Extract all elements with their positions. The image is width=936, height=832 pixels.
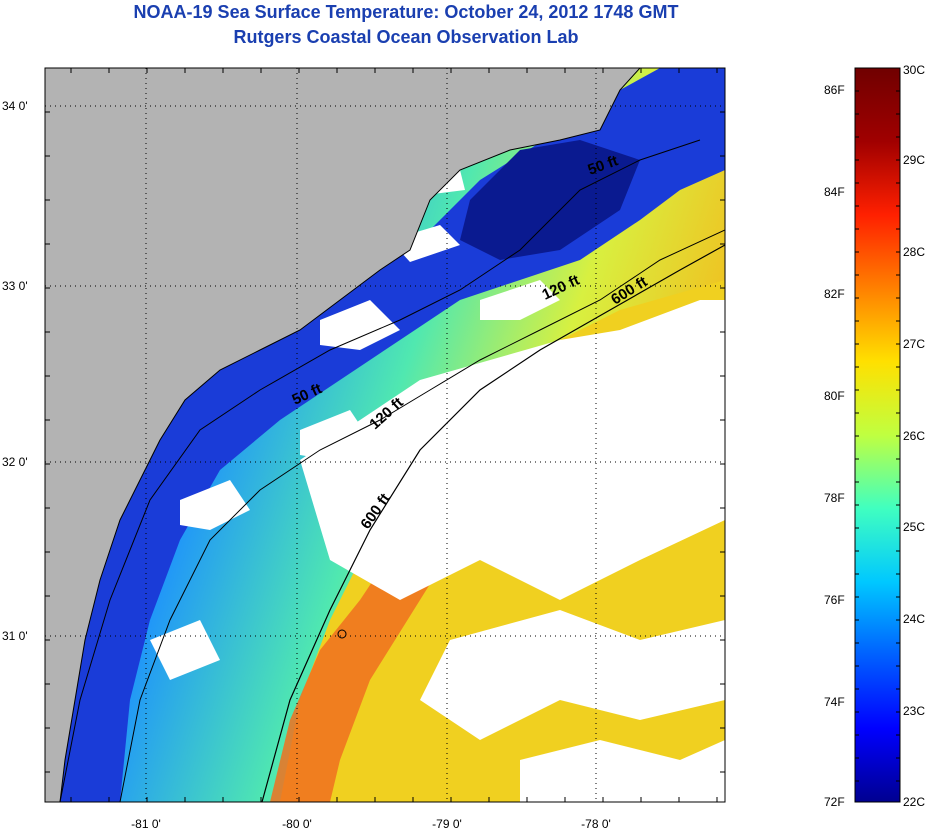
latitude-labels: 34 0' 33 0' 32 0' 31 0' xyxy=(2,99,28,643)
contour-600ft xyxy=(261,244,725,802)
colorbar-celsius-labels: 30C 29C 28C 27C 26C 25C 24C 23C 22C xyxy=(903,63,925,809)
map-frame xyxy=(44,67,726,803)
celsius-label: 26C xyxy=(903,429,925,443)
lat-label: 32 0' xyxy=(2,455,28,469)
longitude-labels: -81 0' -80 0' -79 0' -78 0' xyxy=(131,817,611,831)
celsius-label: 23C xyxy=(903,704,925,718)
lon-label: -79 0' xyxy=(432,817,462,831)
map-subtitle: Rutgers Coastal Ocean Observation Lab xyxy=(233,27,579,47)
lat-label: 33 0' xyxy=(2,279,28,293)
deep-cold-patch xyxy=(460,140,640,260)
land-mass xyxy=(45,68,640,802)
celsius-label: 24C xyxy=(903,612,925,626)
colorbar-fahrenheit-labels: 86F 84F 82F 80F 78F 76F 74F 72F xyxy=(824,83,845,809)
map-title: NOAA-19 Sea Surface Temperature: October… xyxy=(133,2,679,22)
fahrenheit-label: 76F xyxy=(824,593,845,607)
lat-label: 34 0' xyxy=(2,99,28,113)
colorbar-frame xyxy=(854,67,901,803)
fahrenheit-label: 78F xyxy=(824,491,845,505)
celsius-label: 28C xyxy=(903,245,925,259)
lon-label: -78 0' xyxy=(581,817,611,831)
colorbar xyxy=(855,68,900,802)
fahrenheit-label: 72F xyxy=(824,795,845,809)
contour-50ft xyxy=(59,139,701,802)
map-panel xyxy=(45,68,725,802)
fahrenheit-label: 74F xyxy=(824,695,845,709)
lat-label: 31 0' xyxy=(2,629,28,643)
lon-label: -80 0' xyxy=(282,817,312,831)
celsius-label: 27C xyxy=(903,337,925,351)
fahrenheit-label: 80F xyxy=(824,389,845,403)
celsius-label: 30C xyxy=(903,63,925,77)
celsius-label: 22C xyxy=(903,795,925,809)
celsius-label: 25C xyxy=(903,520,925,534)
map-grid xyxy=(45,68,725,802)
fahrenheit-label: 84F xyxy=(824,185,845,199)
lon-label: -81 0' xyxy=(131,817,161,831)
fahrenheit-label: 86F xyxy=(824,83,845,97)
colorbar-ticks xyxy=(855,90,900,782)
station-marker xyxy=(337,629,347,639)
contour-120ft xyxy=(119,229,725,802)
celsius-label: 29C xyxy=(903,153,925,167)
map-ticks xyxy=(45,68,725,802)
fahrenheit-label: 82F xyxy=(824,287,845,301)
cold-nearshore-band xyxy=(45,68,725,802)
